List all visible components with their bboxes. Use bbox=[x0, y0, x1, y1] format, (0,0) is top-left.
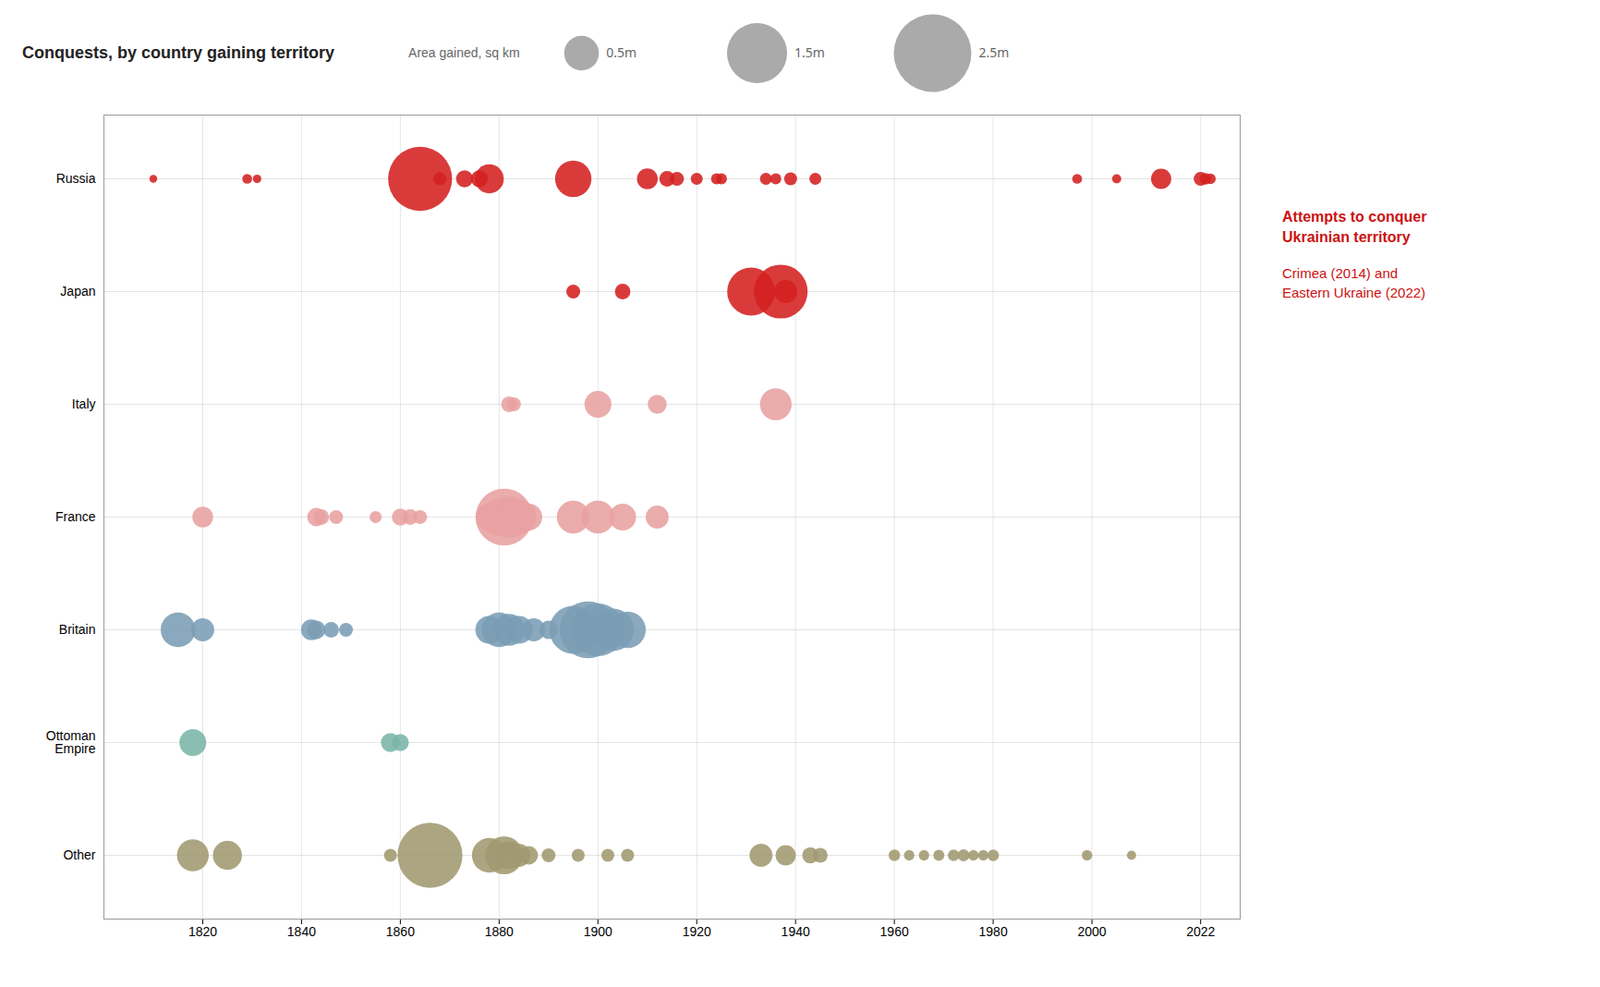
svg-text:1980: 1980 bbox=[979, 923, 1008, 939]
svg-text:1820: 1820 bbox=[188, 923, 218, 939]
svg-text:1840: 1840 bbox=[287, 923, 316, 939]
svg-text:1960: 1960 bbox=[880, 923, 910, 939]
svg-text:2022: 2022 bbox=[1186, 923, 1215, 939]
svg-text:OttomanEmpire: OttomanEmpire bbox=[46, 727, 97, 756]
svg-text:2.5m: 2.5m bbox=[978, 43, 1009, 61]
html-text:Conquests, by country gaining: Conquests, by country gaining territory bbox=[22, 42, 335, 62]
svg-text:Britain: Britain bbox=[59, 621, 97, 637]
svg-text:1860: 1860 bbox=[386, 923, 415, 939]
svg-text:1920: 1920 bbox=[682, 923, 712, 939]
svg-text:France: France bbox=[55, 509, 97, 524]
svg-text:1.5m: 1.5m bbox=[794, 43, 825, 61]
svg-text:0.5m: 0.5m bbox=[606, 43, 637, 61]
html-text:Crimea (2014) and Eastern Ukra: Crimea (2014) and Eastern Ukraine (2022) bbox=[1282, 264, 1426, 301]
svg-text:Italy: Italy bbox=[72, 396, 97, 412]
svg-text:Russia: Russia bbox=[56, 170, 97, 186]
svg-text:1880: 1880 bbox=[484, 923, 514, 939]
svg-text:1900: 1900 bbox=[583, 923, 613, 939]
html-text:Attempts to conquer Ukrainian: Attempts to conquer Ukrainian territory bbox=[1282, 208, 1427, 246]
svg-text:1940: 1940 bbox=[781, 923, 811, 939]
svg-text:2000: 2000 bbox=[1077, 923, 1106, 939]
svg-text:Other: Other bbox=[62, 847, 96, 862]
svg-text:Japan: Japan bbox=[60, 283, 96, 299]
html-text:Area gained, sq km: Area gained, sq km bbox=[408, 45, 520, 61]
